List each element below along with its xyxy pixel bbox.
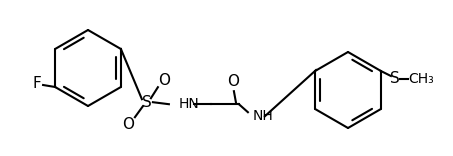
Text: HN: HN <box>179 97 200 111</box>
Text: CH₃: CH₃ <box>408 72 434 86</box>
Text: F: F <box>33 76 42 92</box>
Text: S: S <box>390 71 400 86</box>
Text: O: O <box>227 74 239 89</box>
Text: NH: NH <box>253 109 274 123</box>
Text: O: O <box>158 73 170 88</box>
Text: O: O <box>122 117 134 132</box>
Text: S: S <box>142 95 152 110</box>
